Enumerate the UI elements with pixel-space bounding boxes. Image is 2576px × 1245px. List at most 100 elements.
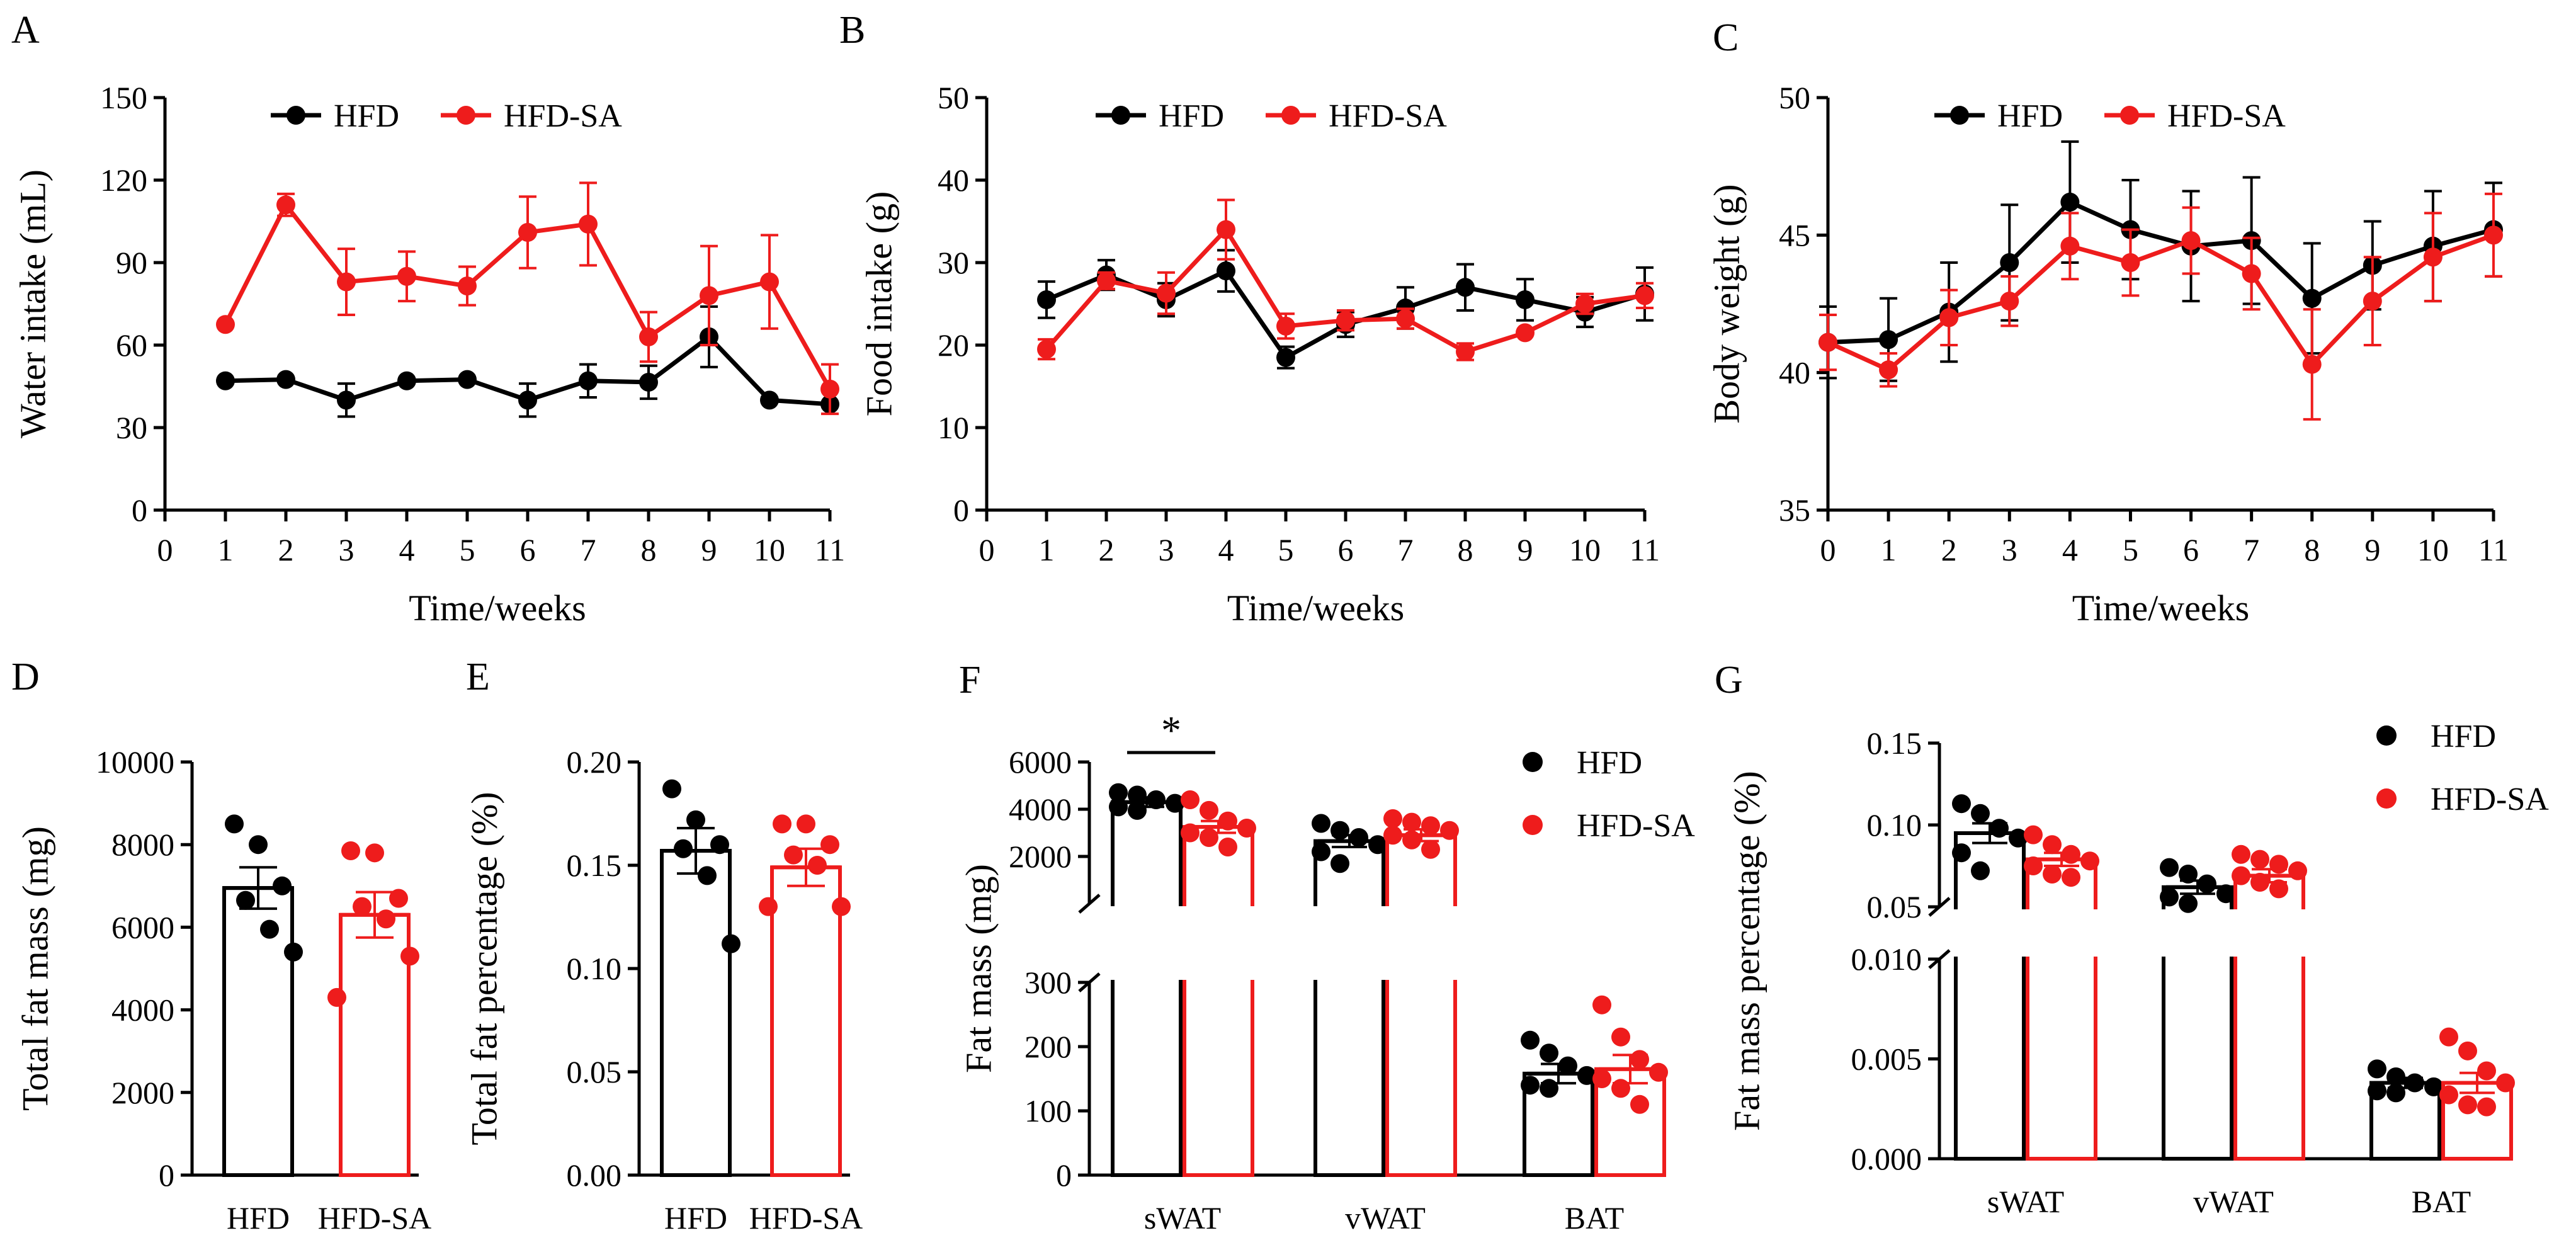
data-point (797, 814, 815, 834)
data-point (662, 779, 681, 799)
data-point (2160, 858, 2179, 877)
data-point (2000, 253, 2019, 272)
data-point (273, 876, 292, 895)
legend-label: HFD-SA (1577, 808, 1695, 844)
x-tick-label: 8 (641, 532, 657, 567)
panel-letter: G (1715, 659, 1743, 702)
x-tick-label: 2 (1099, 532, 1115, 567)
data-point (639, 372, 658, 392)
x-tick-label: 10 (1569, 532, 1601, 567)
bar-group-hfd: HFD (222, 814, 303, 1236)
y-tick-label: 0.15 (567, 848, 622, 883)
x-tick-label: 9 (2364, 532, 2380, 567)
data-point (2269, 879, 2288, 899)
data-point (2160, 887, 2179, 907)
y-axis-title: Body weight (g) (1706, 184, 1747, 423)
legend-label: HFD (1997, 98, 2063, 134)
data-point (579, 214, 598, 234)
y-tick-label: 150 (100, 80, 147, 115)
bar-group-hfd-sa: HFD-SA (749, 814, 863, 1236)
axis-break-gap (1313, 906, 1386, 980)
data-point (458, 370, 477, 389)
data-point (1521, 1030, 1540, 1050)
data-point (1037, 339, 1056, 359)
y-tick-label: 100 (1024, 1093, 1072, 1128)
data-point (2269, 855, 2288, 874)
x-tick-label: 7 (1398, 532, 1414, 567)
data-point (1521, 1076, 1540, 1095)
error-bar (677, 826, 715, 875)
data-point (2024, 825, 2043, 844)
bar-group-hfd-sa: HFD-SA (318, 841, 432, 1236)
data-point (2062, 868, 2080, 887)
x-tick-label: BAT (1565, 1200, 1624, 1236)
data-point (1331, 821, 1349, 840)
data-point (2368, 1081, 2386, 1101)
y-tick-label: 45 (1779, 217, 1810, 253)
data-point (722, 934, 740, 953)
x-tick-label: 3 (1159, 532, 1174, 567)
bar-group-vwat-hfd-sa (2232, 844, 2307, 1161)
data-point (1349, 828, 1368, 847)
bar (660, 849, 732, 1178)
data-point (832, 897, 851, 916)
panel-letter: B (839, 9, 865, 52)
legend-swatch-dot (1111, 106, 1130, 125)
x-tick-label: 1 (1881, 532, 1897, 567)
y-tick-label: 0.15 (1867, 725, 1922, 761)
data-point (1540, 1043, 1558, 1063)
y-tick-label: 50 (938, 80, 969, 115)
x-tick-label: 0 (1820, 532, 1836, 567)
x-tick-label: 11 (2478, 532, 2509, 567)
x-tick-label: 6 (1338, 532, 1354, 567)
x-tick-label: 0 (157, 532, 173, 567)
legend-swatch-dot (1281, 106, 1300, 125)
data-point (249, 835, 268, 855)
x-tick-label: BAT (2412, 1184, 2471, 1219)
error-bar (1332, 834, 1367, 848)
bar-chart-panel-d: D 0 2000 4000 6000 8000 10000 Total fat mass (m… (11, 656, 431, 1236)
legend-swatch-dot (1523, 815, 1543, 835)
data-point (2000, 292, 2019, 311)
x-axis-title: Time/weeks (2072, 588, 2249, 628)
data-point (2302, 355, 2322, 374)
data-point (1157, 283, 1176, 303)
data-point (2060, 236, 2080, 256)
x-tick-label: HFD-SA (318, 1200, 432, 1236)
y-tick-label: 0 (132, 492, 147, 528)
data-point (2477, 1061, 2496, 1081)
data-point (518, 222, 537, 242)
x-tick-label: 6 (2183, 532, 2199, 567)
y-tick-label: 4000 (111, 992, 174, 1028)
y-tick-label: 0.005 (1851, 1042, 1922, 1077)
data-point (2302, 288, 2322, 308)
y-tick-label: 30 (116, 410, 147, 445)
data-point (1971, 861, 1990, 880)
data-point (400, 947, 419, 966)
y-tick-label: 40 (1779, 355, 1810, 390)
data-point (337, 272, 356, 292)
bar-group-vwat-hfd (2160, 858, 2235, 1161)
x-tick-label: HFD-SA (749, 1200, 863, 1236)
data-point (2179, 865, 2198, 884)
data-point (1128, 785, 1147, 805)
y-tick-label: 0.05 (567, 1054, 622, 1089)
y-axis-title: Fat mass percentage (%) (1726, 771, 1767, 1131)
x-tick-label: 5 (1278, 532, 1294, 567)
error-bar (1201, 819, 1236, 834)
x-tick-label: 7 (581, 532, 596, 567)
bar-group-swat-hfd (1109, 783, 1184, 1177)
data-point (2484, 225, 2503, 245)
panel-letter: A (11, 9, 40, 52)
data-point (639, 327, 658, 346)
data-point (353, 897, 372, 916)
axis-break-gap (2161, 909, 2234, 957)
y-tick-label: 90 (116, 245, 147, 280)
y-tick-label: 0 (1056, 1157, 1072, 1193)
data-point (2477, 1097, 2496, 1117)
legend-swatch-dot (2376, 725, 2397, 746)
data-point (1611, 1079, 1630, 1098)
x-tick-label: 2 (278, 532, 294, 567)
data-point (2179, 894, 2198, 913)
y-tick-label: 30 (938, 245, 969, 280)
